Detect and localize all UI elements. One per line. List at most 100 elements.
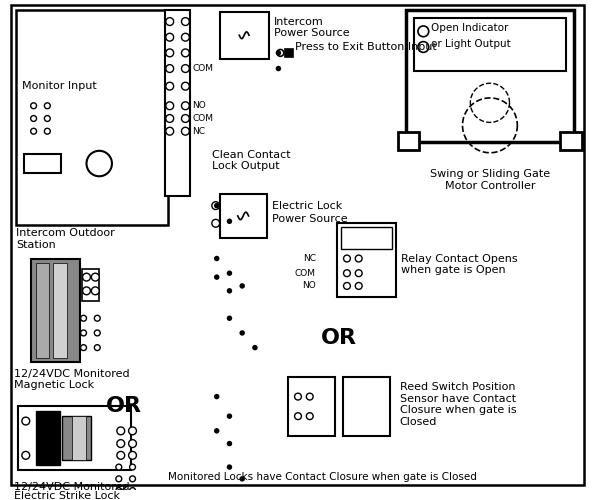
Circle shape bbox=[116, 464, 122, 470]
Circle shape bbox=[44, 103, 50, 108]
Circle shape bbox=[343, 255, 350, 262]
Bar bbox=[36, 412, 60, 465]
Circle shape bbox=[240, 283, 245, 288]
Text: 12/24VDC Monitored: 12/24VDC Monitored bbox=[14, 482, 130, 492]
Circle shape bbox=[240, 330, 245, 336]
Text: Magnetic Lock: Magnetic Lock bbox=[14, 380, 94, 390]
Text: Clean Contact: Clean Contact bbox=[212, 150, 290, 160]
Circle shape bbox=[44, 116, 50, 121]
Circle shape bbox=[355, 282, 362, 290]
Text: Relay Contact Opens: Relay Contact Opens bbox=[401, 254, 517, 264]
Circle shape bbox=[181, 18, 190, 25]
Text: Station: Station bbox=[16, 240, 56, 250]
Circle shape bbox=[181, 34, 190, 41]
Circle shape bbox=[129, 427, 136, 435]
Bar bbox=[53, 264, 67, 358]
Circle shape bbox=[86, 151, 112, 176]
Circle shape bbox=[22, 417, 30, 425]
Circle shape bbox=[226, 218, 232, 224]
Circle shape bbox=[129, 476, 135, 482]
Circle shape bbox=[306, 412, 313, 420]
Circle shape bbox=[252, 345, 257, 350]
Bar bbox=[285, 49, 293, 57]
Circle shape bbox=[214, 203, 219, 208]
Circle shape bbox=[276, 66, 281, 71]
Text: COM: COM bbox=[294, 268, 316, 278]
Bar bbox=[16, 10, 167, 225]
Circle shape bbox=[80, 316, 86, 321]
Circle shape bbox=[166, 102, 173, 110]
Circle shape bbox=[181, 114, 190, 122]
Circle shape bbox=[117, 452, 125, 460]
Circle shape bbox=[355, 255, 362, 262]
Circle shape bbox=[343, 282, 350, 290]
Bar bbox=[24, 154, 61, 174]
Circle shape bbox=[117, 440, 125, 448]
Circle shape bbox=[294, 412, 302, 420]
Circle shape bbox=[276, 50, 281, 56]
Text: Sensor have Contact: Sensor have Contact bbox=[400, 394, 516, 404]
Bar bbox=[72, 416, 86, 460]
Bar bbox=[18, 406, 131, 470]
Circle shape bbox=[166, 64, 173, 72]
Text: Open Indicator: Open Indicator bbox=[431, 24, 508, 34]
Circle shape bbox=[181, 128, 190, 135]
Circle shape bbox=[30, 128, 36, 134]
Circle shape bbox=[418, 26, 429, 36]
Circle shape bbox=[181, 49, 190, 57]
Circle shape bbox=[214, 274, 219, 280]
Circle shape bbox=[306, 393, 313, 400]
Circle shape bbox=[240, 476, 245, 482]
Circle shape bbox=[117, 427, 125, 435]
Circle shape bbox=[181, 102, 190, 110]
Bar bbox=[36, 264, 49, 358]
Circle shape bbox=[226, 316, 232, 321]
Circle shape bbox=[44, 128, 50, 134]
Text: or Light Output: or Light Output bbox=[431, 39, 511, 49]
Circle shape bbox=[226, 270, 232, 276]
Text: COM: COM bbox=[193, 64, 213, 73]
Circle shape bbox=[83, 287, 91, 294]
Circle shape bbox=[22, 452, 30, 460]
Text: Closed: Closed bbox=[400, 417, 437, 427]
Circle shape bbox=[226, 464, 232, 470]
Bar bbox=[337, 224, 396, 296]
Circle shape bbox=[214, 428, 219, 434]
Bar bbox=[560, 132, 582, 150]
Text: Press to Exit Button Input: Press to Exit Button Input bbox=[295, 42, 437, 52]
Circle shape bbox=[166, 114, 173, 122]
Text: OR: OR bbox=[105, 396, 142, 416]
Circle shape bbox=[226, 288, 232, 294]
Text: 12/24VDC Monitored: 12/24VDC Monitored bbox=[14, 369, 130, 379]
Text: Reed Switch Position: Reed Switch Position bbox=[400, 382, 516, 392]
Circle shape bbox=[116, 488, 122, 494]
Text: Power Source: Power Source bbox=[272, 214, 347, 224]
Circle shape bbox=[212, 220, 220, 227]
Text: NC: NC bbox=[303, 254, 316, 263]
Circle shape bbox=[91, 287, 99, 294]
Circle shape bbox=[116, 476, 122, 482]
Bar bbox=[62, 416, 91, 460]
Bar bbox=[82, 270, 99, 300]
Text: NO: NO bbox=[193, 102, 206, 110]
Bar bbox=[220, 12, 269, 59]
Circle shape bbox=[94, 330, 100, 336]
Bar bbox=[414, 18, 566, 72]
Circle shape bbox=[355, 270, 362, 276]
Bar bbox=[406, 10, 574, 142]
Circle shape bbox=[214, 256, 219, 262]
Circle shape bbox=[91, 273, 99, 281]
Text: Monitored Locks have Contact Closure when gate is Closed: Monitored Locks have Contact Closure whe… bbox=[167, 472, 477, 482]
Bar bbox=[165, 10, 190, 196]
Circle shape bbox=[166, 128, 173, 135]
Text: Lock Output: Lock Output bbox=[212, 162, 280, 172]
Circle shape bbox=[214, 394, 219, 400]
Circle shape bbox=[343, 270, 350, 276]
Circle shape bbox=[294, 393, 302, 400]
Bar bbox=[398, 132, 420, 150]
Circle shape bbox=[94, 344, 100, 350]
Circle shape bbox=[277, 50, 284, 56]
Circle shape bbox=[418, 42, 429, 52]
Text: Closure when gate is: Closure when gate is bbox=[400, 406, 517, 415]
Circle shape bbox=[181, 82, 190, 90]
